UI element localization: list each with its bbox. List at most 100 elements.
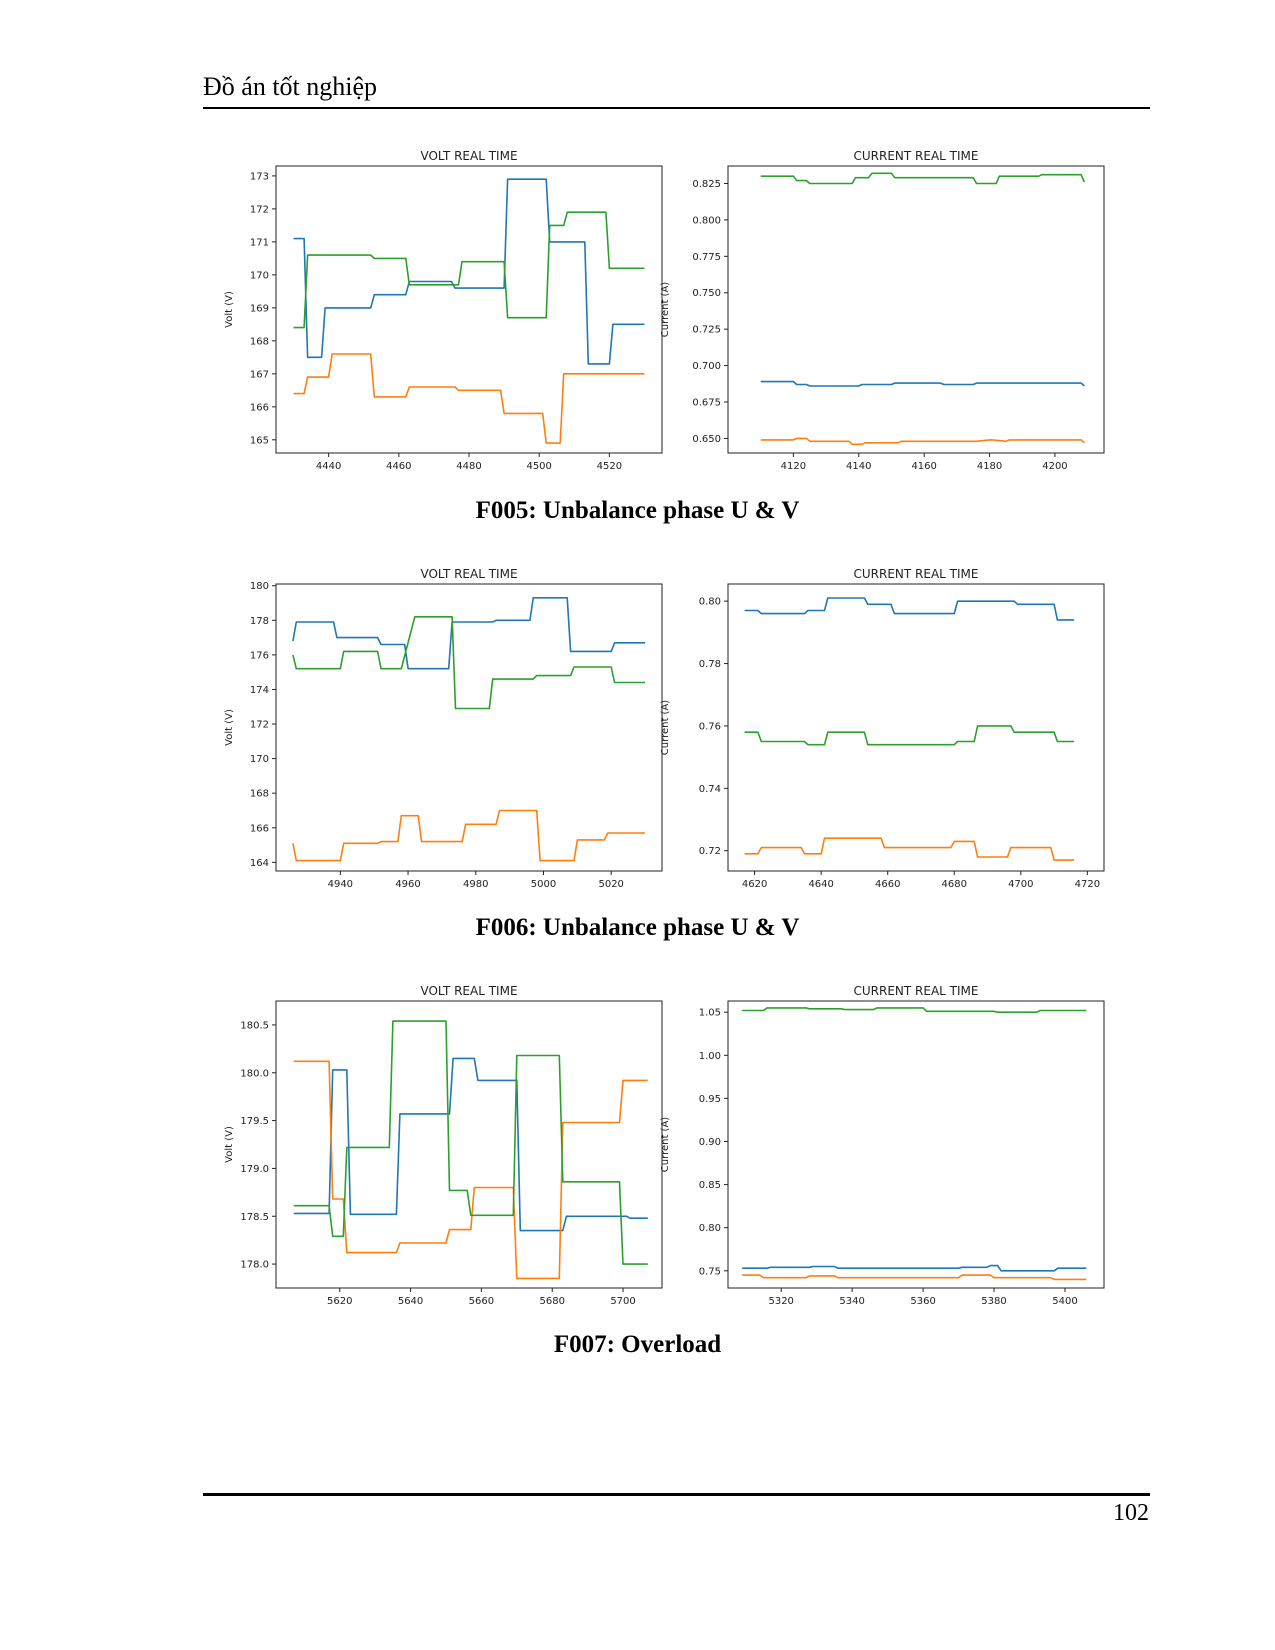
y-tick-label: 0.85 [699,1180,721,1191]
header-rule [203,107,1150,109]
y-tick-label: 0.750 [692,288,721,299]
volt-chart-f005: VOLT REAL TIME Volt (V) 165 166 167 168 169 170… [224,149,663,472]
x-tick-label: 4640 [808,879,833,890]
x-tick-label: 5640 [398,1296,423,1307]
y-tick-label: 168 [250,336,269,347]
series-line-w [293,211,645,329]
figure-f006: VOLT REAL TIME Volt (V) 164 166 168 170 172 174… [224,567,1105,890]
y-axis-label: Volt (V) [224,1126,235,1163]
series-line-v [744,837,1075,861]
chart-title: VOLT REAL TIME [420,984,517,998]
x-tick-label: 4160 [911,461,936,472]
y-tick-label: 172 [250,204,269,215]
y-tick-label: 0.72 [699,846,721,857]
figure-caption-f007: F007: Overload [553,1331,722,1358]
y-tick-label: 168 [250,789,269,800]
series-line-w [293,1020,648,1265]
x-tick-label: 5340 [839,1296,864,1307]
x-tick-label: 5000 [531,879,556,890]
y-tick-label: 0.80 [699,597,721,608]
y-tick-label: 0.775 [692,252,721,263]
y-tick-label: 0.78 [699,659,721,670]
y-tick-label: 172 [250,720,269,731]
y-tick-label: 164 [250,858,269,869]
chart-title: VOLT REAL TIME [420,567,517,581]
x-tick-label: 4200 [1042,461,1067,472]
series-line-v [760,437,1085,446]
series-line-u [760,380,1085,387]
series-line-v [742,1274,1087,1281]
chart-title: VOLT REAL TIME [420,149,517,163]
x-tick-label: 4480 [456,461,481,472]
current-chart-f007: CURRENT REAL TIME Current (A) 0.75 0.80 0.85… [660,984,1105,1307]
y-tick-label: 1.00 [699,1051,721,1062]
series-line-w [292,615,646,710]
series-line-u [293,1057,648,1232]
chart-title: CURRENT REAL TIME [854,984,979,998]
y-axis-label: Current (A) [660,1117,671,1172]
y-axis-label: Volt (V) [224,709,235,746]
x-tick-label: 4120 [781,461,806,472]
y-tick-label: 179.5 [240,1116,269,1127]
figure-f007: VOLT REAL TIME Volt (V) 178.0 178.5 179.0 179… [224,984,1105,1307]
y-axis-label: Current (A) [660,700,671,755]
y-axis-label: Volt (V) [224,291,235,328]
y-tick-label: 0.75 [699,1266,721,1277]
figure-caption-f005: F005: Unbalance phase U & V [475,497,800,524]
chart-title: CURRENT REAL TIME [854,567,979,581]
footer-rule [203,1493,1150,1496]
y-tick-label: 0.74 [699,784,721,795]
series-line-w [742,1007,1087,1014]
y-tick-label: 178 [250,616,269,627]
y-tick-label: 1.05 [699,1008,721,1019]
x-tick-label: 4500 [526,461,551,472]
x-tick-label: 4940 [328,879,353,890]
y-tick-label: 180 [250,581,269,592]
x-tick-label: 4960 [395,879,420,890]
series-line-v [293,1060,648,1280]
series-line-v [292,809,646,862]
x-tick-label: 4680 [942,879,967,890]
y-tick-label: 167 [250,369,269,380]
plot-frame [275,583,663,872]
plot-frame [727,165,1105,454]
current-chart-f005: CURRENT REAL TIME Current (A) 0.650 0.675 0.… [660,149,1105,472]
y-tick-label: 173 [250,171,269,182]
volt-chart-f007: VOLT REAL TIME Volt (V) 178.0 178.5 179.0 179… [224,984,663,1307]
series-line-u [292,596,646,670]
y-tick-label: 0.700 [692,361,721,372]
series-line-u [742,1264,1087,1272]
x-tick-label: 4140 [846,461,871,472]
x-tick-label: 5620 [327,1296,352,1307]
x-tick-label: 4660 [875,879,900,890]
y-tick-label: 0.76 [699,721,721,732]
volt-chart-f006: VOLT REAL TIME Volt (V) 164 166 168 170 172 174… [224,567,663,890]
series-line-w [744,725,1075,746]
current-chart-f006: CURRENT REAL TIME Current (A) 0.72 0.74 0.76… [660,567,1105,890]
series-line-u [293,178,645,365]
y-tick-label: 174 [250,685,269,696]
x-tick-label: 5020 [598,879,623,890]
y-tick-label: 170 [250,754,269,765]
y-tick-label: 0.725 [692,325,721,336]
page-number: 102 [1113,1500,1149,1526]
x-tick-label: 5700 [610,1296,635,1307]
x-tick-label: 5360 [910,1296,935,1307]
x-tick-label: 4520 [597,461,622,472]
x-tick-label: 4700 [1008,879,1033,890]
y-tick-label: 179.0 [240,1164,269,1175]
chart-title: CURRENT REAL TIME [854,149,979,163]
plot-frame [727,1000,1105,1289]
y-tick-label: 178.5 [240,1212,269,1223]
plot-frame [727,583,1105,872]
y-tick-label: 0.90 [699,1137,721,1148]
page-header-title: Đồ án tốt nghiệp [203,72,378,101]
y-tick-label: 180.5 [240,1020,269,1031]
y-tick-label: 0.80 [699,1223,721,1234]
y-tick-label: 165 [250,435,269,446]
x-tick-label: 4180 [977,461,1002,472]
x-tick-label: 5400 [1052,1296,1077,1307]
x-tick-label: 5380 [981,1296,1006,1307]
series-line-w [760,172,1086,185]
y-tick-label: 0.650 [692,434,721,445]
